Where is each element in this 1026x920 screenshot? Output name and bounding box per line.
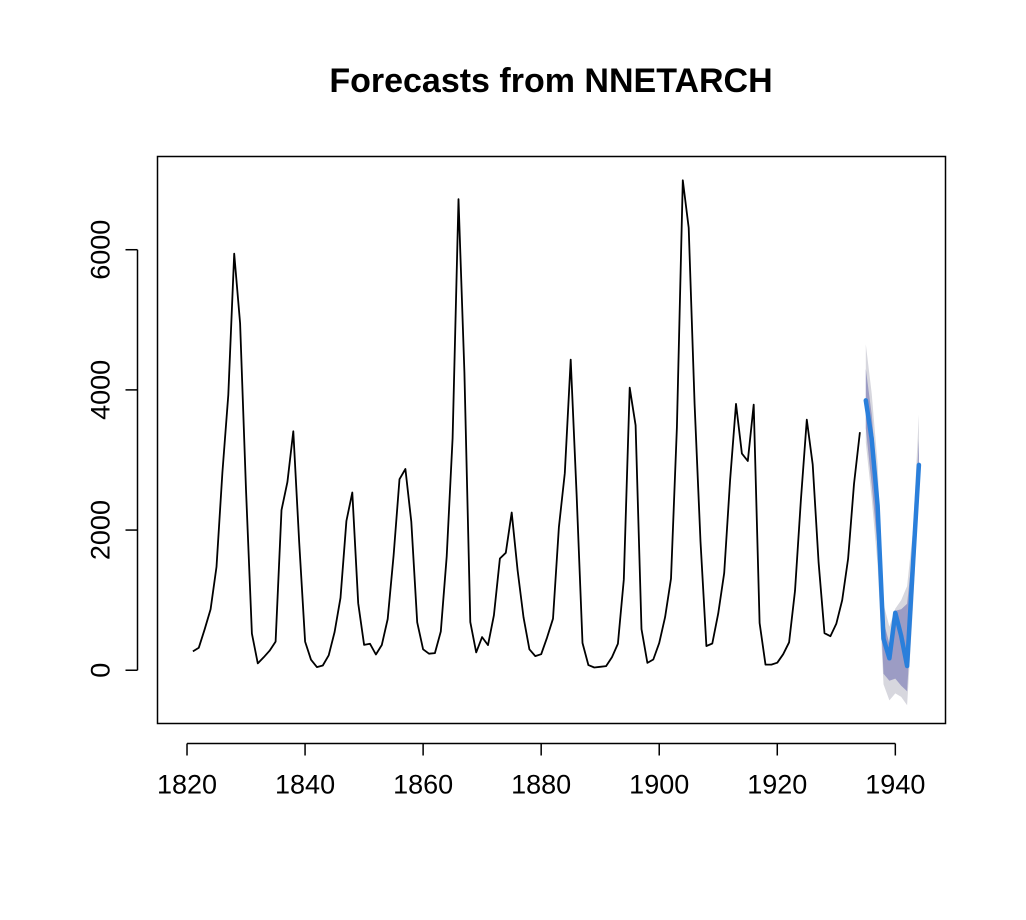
y-tick-label: 2000 (86, 500, 116, 560)
chart-title: Forecasts from NNETARCH (329, 62, 772, 100)
forecast-line (863, 398, 922, 669)
forecast-series (863, 398, 922, 669)
x-tick-label: 1840 (275, 770, 335, 800)
history-series (192, 179, 861, 669)
history-line (192, 179, 861, 669)
x-tick-label: 1900 (629, 770, 689, 800)
x-axis: 1820 1840 1860 1880 1900 1920 1940 (157, 742, 925, 800)
prediction-intervals (865, 344, 919, 706)
y-tick-label: 4000 (86, 360, 116, 420)
y-axis: 0 2000 4000 6000 (86, 220, 139, 678)
x-tick-label: 1940 (865, 770, 925, 800)
x-tick-label: 1880 (511, 770, 571, 800)
y-tick-label: 6000 (86, 220, 116, 280)
x-tick-label: 1860 (393, 770, 453, 800)
plot-frame (156, 155, 947, 725)
x-tick-label: 1920 (747, 770, 807, 800)
x-tick-label: 1820 (157, 770, 217, 800)
band-80 (865, 368, 919, 692)
y-tick-label: 0 (86, 663, 116, 678)
